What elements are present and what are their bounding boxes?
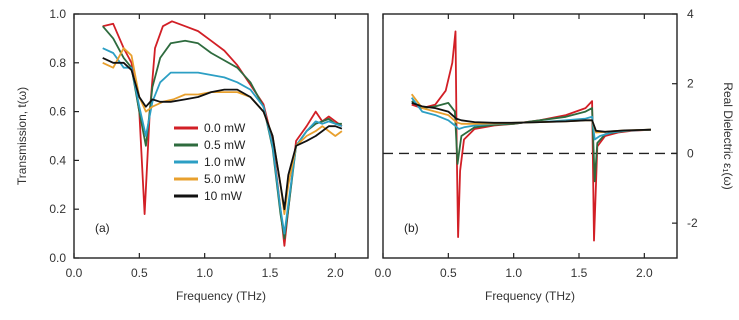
panel-b-ticks: 0.0 0.5 1.0 1.5 2.0 -2 0 2 4 <box>375 7 698 280</box>
panel-a-ytick-label: 0.4 <box>49 153 66 167</box>
legend-label-1-0-mw: 1.0 mW <box>204 155 246 169</box>
panel-a-ylabel: Transmission, t(ω) <box>15 87 29 185</box>
panel-b-xtick-label: 0.5 <box>440 266 457 280</box>
legend-label-0-0-mw: 0.0 mW <box>204 121 246 135</box>
panel-a-label: (a) <box>95 221 110 235</box>
panel-b-xlabel: Frequency (THz) <box>485 289 575 303</box>
panel-a-series-0-5-mw <box>102 25 342 240</box>
panel-a-ytick-label: 0.2 <box>49 202 66 216</box>
panel-a-series-0-0-mw <box>102 20 343 247</box>
panel-a-plot <box>102 20 343 247</box>
panel-b-frame <box>382 13 678 259</box>
panel-a-ytick-label: 0.0 <box>49 251 66 265</box>
panel-a-series-10-mw <box>102 57 343 211</box>
panel-b-ylabel: Real Dielectric ε₁(ω) <box>721 82 735 189</box>
panel-a-xlabel: Frequency (THz) <box>176 289 266 303</box>
panel-a: 0.0 0.5 1.0 1.5 2.0 0.0 0.2 0.4 0.6 0.8 1.0 (a) Fr… <box>15 7 369 303</box>
panel-a-xtick-label: 1.5 <box>262 266 279 280</box>
panel-a-xtick-label: 1.0 <box>196 266 213 280</box>
panel-b-xtick-label: 1.5 <box>571 266 588 280</box>
panel-b-plot <box>410 30 651 242</box>
panel-a-ytick-label: 0.6 <box>49 105 66 119</box>
legend: 0.0 mW 0.5 mW 1.0 mW 5.0 mW 10 mW <box>174 121 246 203</box>
legend-label-5-0-mw: 5.0 mW <box>204 172 246 186</box>
panel-b-ytick-label: 0 <box>687 146 694 160</box>
panel-b-xtick-label: 2.0 <box>636 266 653 280</box>
panel-b-ytick-label: 4 <box>687 7 694 21</box>
panel-a-xtick-label: 0.0 <box>66 266 83 280</box>
panel-a-xtick-label: 2.0 <box>327 266 344 280</box>
legend-label-10-mw: 10 mW <box>204 189 243 203</box>
panel-a-frame <box>73 13 369 259</box>
legend-label-0-5-mw: 0.5 mW <box>204 138 246 152</box>
panel-b-series-10-mw <box>411 102 651 133</box>
panel-a-xtick-label: 0.5 <box>131 266 148 280</box>
panel-a-series-5-0-mw <box>102 47 343 215</box>
panel-b-ytick-label: -2 <box>687 216 698 230</box>
panel-b: 0.0 0.5 1.0 1.5 2.0 -2 0 2 4 (b) Frequency (THz)… <box>375 7 735 303</box>
panel-b-xtick-label: 0.0 <box>375 266 392 280</box>
panel-a-ytick-label: 1.0 <box>49 7 66 21</box>
panel-b-label: (b) <box>404 221 419 235</box>
panel-b-xtick-label: 1.0 <box>505 266 522 280</box>
panel-a-series-1-0-mw <box>102 47 343 235</box>
panel-a-ytick-label: 0.8 <box>49 56 66 70</box>
panel-a-ticks: 0.0 0.5 1.0 1.5 2.0 0.0 0.2 0.4 0.6 0.8 1.0 <box>49 7 344 280</box>
panel-b-ytick-label: 2 <box>687 77 694 91</box>
